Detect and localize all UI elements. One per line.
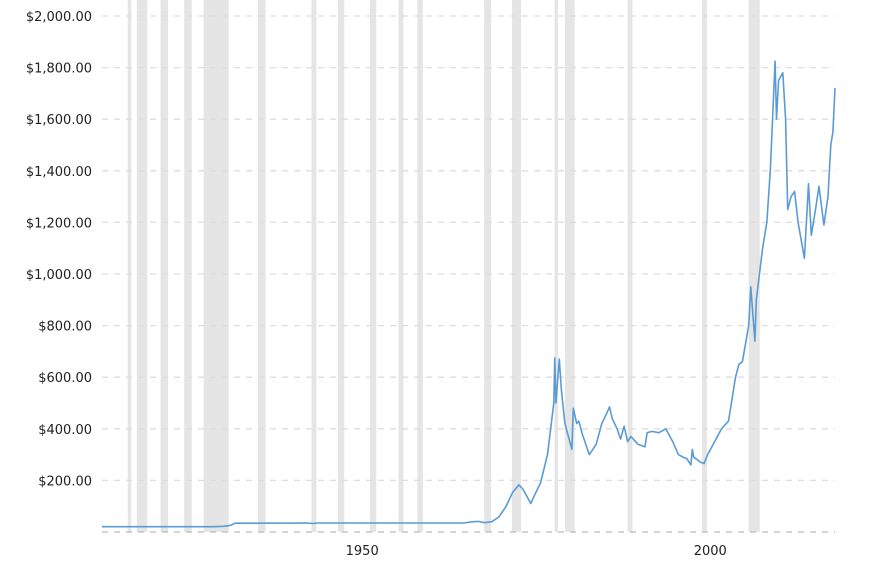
recession-band (203, 0, 229, 532)
recession-band (484, 0, 492, 532)
recession-band (398, 0, 404, 532)
gridlines (102, 15, 835, 533)
y-tick-label: $600.00 (38, 371, 92, 386)
y-tick-label: $1,400.00 (26, 165, 92, 180)
recession-band (554, 0, 558, 532)
x-tick-label: 2000 (694, 544, 727, 559)
recession-shading (127, 0, 760, 532)
y-tick-label: $1,200.00 (26, 216, 92, 231)
y-tick-label: $800.00 (38, 320, 92, 335)
recession-band (184, 0, 192, 532)
y-tick-label: $1,800.00 (26, 62, 92, 77)
recession-band (564, 0, 575, 532)
y-tick-label: $400.00 (38, 423, 92, 438)
y-axis-labels: $200.00 $400.00 $600.00 $800.00 $1,000.00 $1,… (26, 10, 92, 489)
recession-band (370, 0, 377, 532)
recession-band (311, 0, 317, 532)
recession-band (417, 0, 423, 532)
recession-band (160, 0, 169, 532)
recession-band (627, 0, 633, 532)
recession-band (512, 0, 522, 532)
x-axis-labels: 1950 2000 (346, 544, 727, 559)
y-tick-label: $2,000.00 (26, 10, 92, 25)
recession-band (748, 0, 760, 532)
recession-band (127, 0, 132, 532)
recession-band (702, 0, 707, 532)
x-tick-label: 1950 (346, 544, 379, 559)
y-tick-label: $200.00 (38, 474, 92, 489)
price-line (102, 60, 836, 528)
y-tick-label: $1,600.00 (26, 113, 92, 128)
recession-band (337, 0, 345, 532)
recession-band (257, 0, 266, 532)
recession-band (136, 0, 148, 532)
y-tick-label: $1,000.00 (26, 268, 92, 283)
